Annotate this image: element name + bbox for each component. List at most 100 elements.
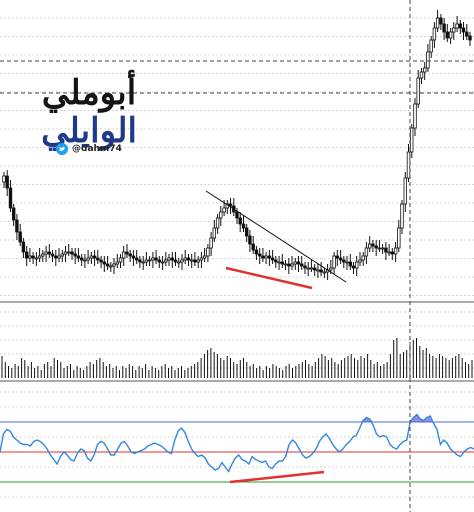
candle-body xyxy=(144,259,149,263)
candle-body xyxy=(112,263,116,267)
candle-body xyxy=(364,247,369,257)
candle-body xyxy=(416,77,420,105)
candle-body xyxy=(267,255,272,259)
candle-body xyxy=(387,251,391,254)
candle-body xyxy=(254,249,259,255)
candle-body xyxy=(118,257,123,263)
candle-body xyxy=(238,217,242,225)
brand-name-part1: أبوملي xyxy=(41,73,137,113)
candle-body xyxy=(461,27,466,33)
candle-body xyxy=(361,255,365,261)
candle-body xyxy=(465,31,469,37)
candle-body xyxy=(34,257,39,260)
candle-body xyxy=(351,265,356,269)
candle-body xyxy=(228,203,233,207)
candle-body xyxy=(18,231,22,243)
candle-body xyxy=(390,251,394,255)
candle-body xyxy=(147,259,152,262)
candle-body xyxy=(89,255,94,259)
candle-body xyxy=(439,17,443,25)
candle-body xyxy=(60,253,64,257)
candle-body xyxy=(348,261,352,267)
candle-body xyxy=(2,175,6,183)
candle-body xyxy=(196,259,200,263)
candle-body xyxy=(332,255,336,269)
candle-body xyxy=(397,227,401,249)
candle-body xyxy=(202,255,207,259)
candle-body xyxy=(413,103,417,129)
candle-body xyxy=(299,263,304,267)
candle-body xyxy=(261,255,265,259)
candle-body xyxy=(128,253,132,257)
candle-body xyxy=(189,259,194,262)
candle-body xyxy=(426,51,430,69)
candle-body xyxy=(31,255,35,259)
candle-body xyxy=(109,265,113,268)
candle-body xyxy=(422,67,427,73)
candle-body xyxy=(67,251,71,254)
candle-body xyxy=(319,269,323,273)
candle-body xyxy=(186,257,191,261)
candle-body xyxy=(199,257,204,261)
candle-body xyxy=(63,251,68,255)
candle-body xyxy=(57,255,61,259)
candle-body xyxy=(264,255,268,259)
candle-body xyxy=(384,247,388,253)
candle-body xyxy=(374,245,378,249)
candle-body xyxy=(419,71,424,79)
candle-body xyxy=(322,271,327,274)
candle-body xyxy=(244,227,249,237)
candle-body xyxy=(371,243,375,247)
candle-body xyxy=(157,259,161,263)
candle-body xyxy=(458,23,462,29)
candle-body xyxy=(377,247,382,250)
candle-body xyxy=(293,261,297,265)
brand-logo: أبوملي الوايلي xyxy=(30,74,148,150)
candle-body xyxy=(358,259,362,263)
candle-body xyxy=(409,127,414,153)
candle-body xyxy=(303,265,307,269)
candle-body xyxy=(329,267,333,271)
candle-body xyxy=(15,219,19,233)
twitter-bird-icon xyxy=(56,143,68,155)
candle-body xyxy=(445,31,449,39)
candle-body xyxy=(125,251,129,255)
candle-body xyxy=(105,263,110,267)
candle-body xyxy=(342,259,346,263)
candle-body xyxy=(170,257,174,261)
brand-name: أبوملي الوايلي xyxy=(30,74,148,150)
candle-body xyxy=(241,223,246,229)
candle-body xyxy=(180,259,184,263)
candle-body xyxy=(270,257,275,261)
twitter-handle-row: @dahm74 xyxy=(56,143,122,155)
candle-body xyxy=(151,257,155,261)
trendline xyxy=(205,190,347,283)
candle-body xyxy=(122,251,126,259)
rsi-line-group xyxy=(0,413,474,483)
candle-body xyxy=(448,31,453,39)
candle-body xyxy=(76,255,81,259)
candle-body xyxy=(96,257,100,261)
candle-body xyxy=(257,253,262,257)
candle-body xyxy=(83,259,87,262)
volume-grid xyxy=(0,311,474,369)
candle-body xyxy=(160,261,165,264)
candle-body xyxy=(41,253,45,257)
candles xyxy=(2,10,472,280)
candle-body xyxy=(209,237,213,249)
candle-body xyxy=(154,257,158,261)
price-divergence-line xyxy=(225,266,313,290)
candle-body xyxy=(296,261,301,265)
candle-body xyxy=(167,257,171,261)
candle-body xyxy=(406,151,411,179)
candle-body xyxy=(80,257,84,261)
candle-body xyxy=(306,267,310,270)
candle-body xyxy=(335,255,339,259)
candle-body xyxy=(92,255,97,259)
candle-body xyxy=(134,257,139,261)
candle-body xyxy=(206,247,210,257)
candle-body xyxy=(102,261,106,265)
candle-body xyxy=(24,251,29,259)
candle-body xyxy=(70,251,74,255)
